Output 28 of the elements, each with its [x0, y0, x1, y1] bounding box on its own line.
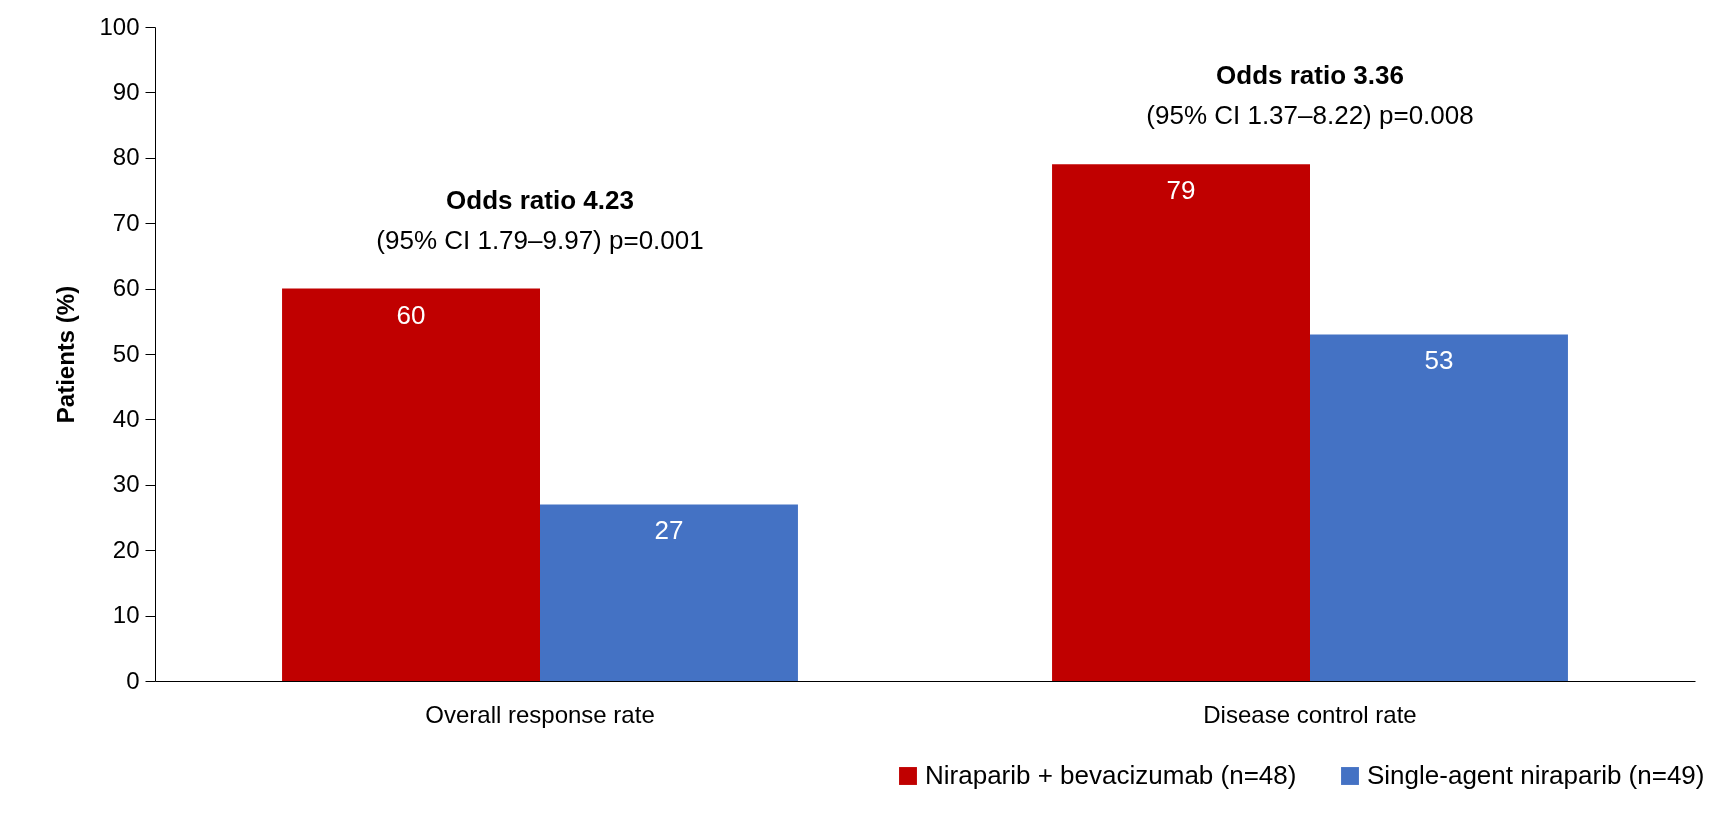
y-axis-title: Patients (%) — [52, 285, 80, 424]
x-tick-label: Disease control rate — [1203, 700, 1417, 728]
bar — [540, 504, 798, 681]
y-tick-label: 70 — [112, 208, 140, 236]
y-tick-label: 90 — [112, 77, 140, 105]
legend-label: Niraparib + bevacizumab (n=48) — [925, 760, 1297, 790]
annotation: Odds ratio 4.23 — [446, 184, 634, 215]
y-tick-label: 60 — [112, 274, 140, 302]
annotation: (95% CI 1.37–8.22) p=0.008 — [1146, 100, 1474, 131]
data-label: 27 — [654, 515, 684, 546]
y-tick-label: 20 — [112, 535, 140, 563]
annotation: Odds ratio 3.36 — [1216, 60, 1404, 91]
data-label: 79 — [1166, 175, 1196, 206]
y-tick-label: 80 — [112, 143, 140, 171]
data-label: 60 — [396, 299, 426, 330]
data-label: 53 — [1424, 345, 1454, 376]
bar — [282, 288, 540, 681]
bar — [1052, 164, 1310, 681]
y-tick-label: 10 — [112, 601, 140, 629]
y-tick-label: 30 — [112, 470, 140, 498]
y-tick-label: 50 — [112, 339, 140, 367]
y-tick-label: 100 — [99, 12, 140, 40]
y-tick-label: 40 — [112, 404, 140, 432]
y-tick-label: 0 — [126, 666, 140, 694]
bar — [1310, 334, 1568, 681]
legend-label: Single-agent niraparib (n=49) — [1367, 760, 1705, 790]
annotation: (95% CI 1.79–9.97) p=0.001 — [376, 224, 704, 255]
x-tick-label: Overall response rate — [425, 700, 655, 728]
